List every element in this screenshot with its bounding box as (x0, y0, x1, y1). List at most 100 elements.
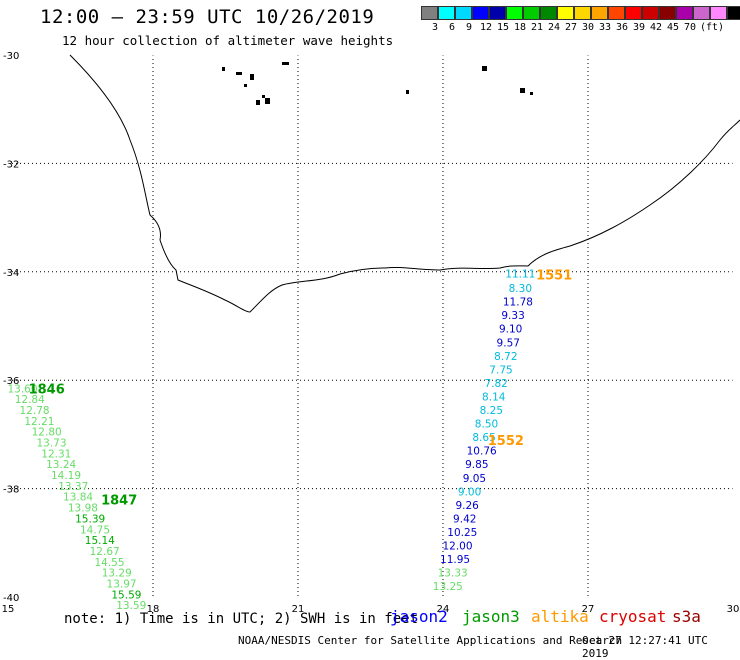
satellite-cryosat: cryosat (599, 607, 667, 626)
swh-value: 13.98 (68, 503, 98, 515)
swh-value: 7.75 (489, 364, 512, 376)
swh-value: 10.76 (467, 446, 497, 458)
swh-value: 12.67 (90, 546, 120, 558)
legend-swatch (608, 6, 625, 20)
legend-swatch (523, 6, 540, 20)
swh-value: 8.65 (472, 432, 495, 444)
pass-time-label: 1847 (101, 493, 137, 508)
swh-value: 12.84 (15, 394, 45, 406)
legend-swatch (557, 6, 574, 20)
swh-value: 9.42 (453, 513, 476, 525)
lon-tick-label: 27 (582, 604, 595, 615)
swh-value: 9.26 (455, 500, 479, 512)
legend-swatch (625, 6, 642, 20)
legend-label: 42 (650, 22, 663, 33)
legend-swatch (438, 6, 455, 20)
swh-value: 8.50 (475, 419, 498, 431)
swh-value: 14.75 (80, 524, 110, 536)
swh-value: 12.00 (442, 541, 472, 553)
swh-value: 12.21 (24, 416, 54, 428)
swh-value: 11.95 (440, 554, 470, 566)
swh-value: 9.85 (465, 459, 488, 471)
grid-lines (7, 54, 734, 598)
footer-timestamp: Oct 27 12:27:41 UTC 2019 (582, 634, 708, 660)
legend-label: 27 (565, 22, 578, 33)
legend-label: 24 (548, 22, 561, 33)
longitude-tick-labels: 15 18 21 24 27 30 (2, 604, 740, 615)
swh-value: 9.00 (458, 486, 481, 498)
swh-value: 13.25 (433, 581, 463, 593)
swh-value: 8.14 (482, 391, 506, 403)
legend-swatch (421, 6, 438, 20)
swh-value: 13.59 (116, 600, 146, 612)
legend-label: 39 (633, 22, 646, 33)
legend-swatch (455, 6, 472, 20)
legend-swatch (574, 6, 591, 20)
legend-label: 15 (497, 22, 510, 33)
legend-swatch (472, 6, 489, 20)
legend-label: 6 (449, 22, 456, 33)
lat-tick-label: -30 (3, 51, 19, 62)
lat-tick-label: -40 (3, 593, 19, 604)
lon-tick-label: 21 (292, 604, 305, 615)
lon-tick-label: 24 (437, 604, 450, 615)
swh-value: 14.55 (94, 557, 124, 569)
swh-value: 13.24 (46, 459, 76, 471)
legend-swatch (506, 6, 523, 20)
swh-value: 8.72 (494, 351, 517, 363)
lat-tick-label: -36 (3, 376, 19, 387)
lat-tick-label: -32 (3, 159, 19, 170)
swh-value: 13.84 (63, 492, 93, 504)
legend-swatch (676, 6, 693, 20)
swh-value: 10.25 (447, 527, 477, 539)
page-title: 12:00 – 23:59 UTC 10/26/2019 (40, 6, 375, 28)
lon-tick-label: 18 (147, 604, 160, 615)
legend-label: 45 (667, 22, 680, 33)
swh-value: 13.73 (36, 438, 66, 450)
legend-swatch (710, 6, 727, 20)
legend-swatch (540, 6, 557, 20)
swh-value: 13.33 (438, 568, 468, 580)
satellite-s3a: s3a (672, 607, 701, 626)
plot-frame (7, 54, 734, 598)
legend-swatch (727, 6, 740, 20)
swh-value: 11.11 (505, 268, 535, 280)
coastline (69, 54, 740, 313)
pass-time-label: 1551 (536, 269, 572, 284)
swh-value: 9.33 (501, 310, 524, 322)
legend-swatch (659, 6, 676, 20)
swh-value: 15.14 (85, 535, 115, 547)
legend-label: 12 (480, 22, 493, 33)
legend-labels: 3 6 9 12 15 18 21 24 27 30 33 36 39 42 45 70 (ft) (421, 22, 740, 36)
legend-label: 18 (514, 22, 527, 33)
swh-value: 9.57 (497, 337, 520, 349)
legend-label: 33 (599, 22, 612, 33)
color-legend (421, 6, 740, 20)
pass-time-label: 1846 (29, 382, 65, 397)
legend-label: 3 (432, 22, 439, 33)
altimeter-tracks: 11.118.3011.789.339.109.578.727.757.828.… (7, 268, 535, 612)
swh-value: 12.31 (41, 448, 71, 460)
swh-value: 12.78 (20, 405, 50, 417)
swh-value: 15.39 (75, 513, 105, 525)
swh-value: 13.97 (107, 578, 137, 590)
legend-label: 9 (466, 22, 473, 33)
legend-label: 36 (616, 22, 629, 33)
swh-value: 14.19 (51, 470, 81, 482)
island-group (222, 62, 533, 105)
swh-value: 12.80 (32, 427, 62, 439)
lat-tick-label: -34 (3, 268, 19, 279)
lon-tick-label: 30 (727, 604, 740, 615)
pass-time-label: 1552 (488, 434, 524, 449)
footnote: note: 1) Time is in UTC; 2) SWH is in fe… (64, 611, 419, 627)
satellite-jason2: jason2 (390, 607, 448, 626)
swh-value: 13.60 (7, 383, 37, 395)
swh-value: 8.25 (480, 405, 503, 417)
legend-swatch (591, 6, 608, 20)
legend-swatch (489, 6, 506, 20)
satellite-jason3: jason3 (462, 607, 520, 626)
swh-value: 9.10 (499, 324, 522, 336)
pass-time-labels: 1551 1552 1846 1847 (29, 269, 573, 509)
swh-value: 8.30 (509, 283, 532, 295)
